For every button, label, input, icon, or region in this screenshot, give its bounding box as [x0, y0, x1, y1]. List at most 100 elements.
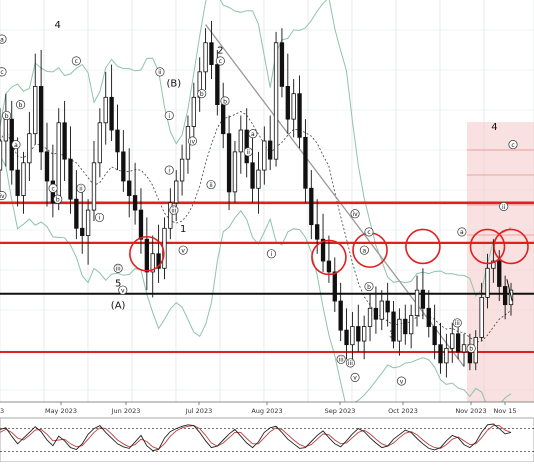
candle — [268, 115, 273, 171]
band-lower — [0, 155, 512, 414]
wave-label-text: c — [219, 58, 222, 65]
wave-label-small: iv — [0, 190, 7, 201]
candle-body — [74, 198, 79, 229]
wave-label-text: b — [367, 284, 371, 291]
wave-label-large: 4 — [491, 122, 497, 133]
candle-body — [303, 136, 308, 189]
wave-label-small: i — [164, 110, 174, 121]
wave-label-ring — [364, 281, 374, 292]
candle — [68, 126, 73, 214]
wave-label-ring — [169, 205, 179, 215]
candle — [226, 115, 232, 211]
wave-label-text: iii — [171, 207, 176, 214]
candle-body — [426, 307, 431, 327]
wave-label-text: v — [181, 247, 185, 254]
candle-body — [80, 227, 85, 236]
x-tick-label: Jun 2023 — [111, 407, 141, 415]
candle — [432, 304, 437, 360]
wave-label-text: v — [353, 375, 357, 382]
x-tick-label: Oct 2023 — [388, 407, 418, 415]
wave-label-text: iv — [0, 193, 5, 200]
candle — [38, 50, 44, 171]
candle — [109, 64, 114, 141]
wave-label-ring — [452, 318, 462, 328]
candle — [209, 20, 214, 80]
candle-body — [373, 307, 379, 320]
wave-label-text: iv — [352, 211, 358, 218]
wave-label-text: b — [223, 98, 227, 105]
x-axis: May 2023 Jun 2023 Jul 2023 Aug 2023 Sep 2023… — [0, 401, 534, 416]
candle-body — [444, 347, 449, 364]
wave-label-text: b — [200, 91, 204, 98]
candle — [250, 137, 255, 203]
candle-body — [455, 333, 461, 353]
wave-label-text: iii — [339, 357, 344, 364]
wave-label-text: i — [99, 215, 101, 222]
wave-label-small: v — [350, 372, 360, 382]
wave-label-text: i — [271, 251, 273, 258]
wave-label-large: (A) — [111, 300, 126, 311]
wave-label-small: ii — [76, 183, 86, 193]
wave-label-ring — [187, 136, 198, 146]
candle-body — [127, 180, 132, 196]
candle-body — [297, 93, 302, 138]
wave-label-ring — [164, 165, 174, 175]
candle-body — [432, 326, 437, 346]
wave-label-text: ii — [79, 186, 83, 193]
candle-body — [21, 162, 26, 196]
wave-label-ring — [243, 147, 253, 157]
wave-labels: acbaivcbcbiiiiiiivviiiviiiiiicbaiibiiiiv… — [0, 20, 518, 386]
candle — [320, 213, 326, 272]
candle — [127, 148, 132, 218]
candle-body — [62, 122, 67, 160]
wave-label-ring — [164, 110, 174, 121]
highlight-circle — [129, 235, 165, 272]
candle-body — [27, 133, 32, 164]
candle-body — [262, 140, 267, 171]
candle-body — [461, 344, 467, 353]
candle-body — [256, 169, 261, 189]
wave-label-ring — [0, 190, 7, 201]
candle — [238, 115, 243, 174]
wave-label-large: 5 — [115, 278, 121, 289]
wave-label-small: c — [364, 227, 374, 237]
wave-label-text: a — [0, 36, 4, 43]
candle-body — [179, 158, 185, 182]
wave-label-large: 4 — [55, 20, 61, 31]
candles — [0, 20, 514, 378]
wave-label-text: ii — [502, 204, 506, 211]
wave-label-ring — [155, 67, 165, 77]
candle-body — [356, 326, 361, 342]
candle-body — [0, 140, 3, 171]
candle-body — [156, 253, 161, 269]
candle-body — [309, 187, 314, 226]
wave-label-ring — [118, 285, 128, 295]
wave-label-text: c — [51, 186, 54, 193]
wave-label-text: iii — [348, 360, 353, 367]
wave-label-small: ii — [499, 201, 509, 212]
candle-body — [15, 169, 20, 196]
trendline — [205, 24, 465, 367]
indicator-frame — [0, 417, 534, 463]
wave-label-ring — [248, 129, 258, 139]
wave-label-text: b — [19, 102, 23, 109]
candle-body — [138, 209, 144, 240]
wave-label-text: ii — [158, 69, 162, 76]
wave-label-small: ii — [155, 67, 165, 77]
wave-label-ring — [396, 376, 407, 386]
candle — [438, 322, 443, 374]
candle-body — [414, 289, 420, 316]
candle-body — [338, 300, 343, 331]
wave-label-ring — [16, 100, 26, 110]
candle-body — [232, 151, 238, 193]
wave-label-small: c — [71, 56, 81, 66]
wave-label-text: iii — [455, 320, 460, 327]
wave-label-small: iii — [169, 205, 179, 215]
wave-label-ring — [220, 96, 230, 106]
candle — [62, 100, 67, 181]
wave-label-large: (B) — [167, 78, 182, 89]
wave-label-text: b — [56, 196, 60, 203]
wave-label-text: c — [511, 142, 514, 149]
